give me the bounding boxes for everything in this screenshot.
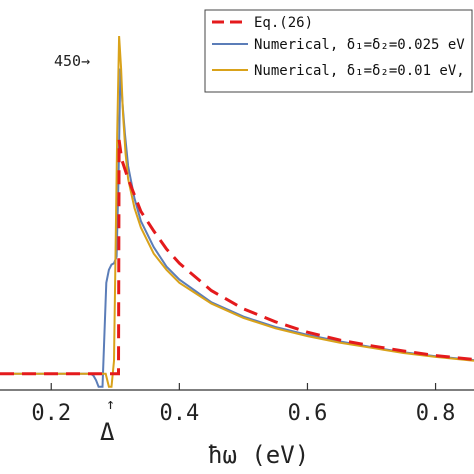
x-tick-label: 0.2 [31,401,71,426]
legend-box [204,9,473,93]
x-axis-title: ħω (eV) [208,441,309,469]
x-ticks: 0.2 0.4 0.6 0.8 [31,383,455,426]
delta-arrow: ↑ [106,395,115,413]
series-layer [0,35,474,388]
legend-label-0: Eq.(26) [254,15,313,31]
x-tick-label: 0.8 [416,401,456,426]
legend: Eq.(26) Numerical, δ₁=δ₂=0.025 eV Numerica… [204,9,473,93]
series-line-2 [0,35,474,388]
legend-label-2: Numerical, δ₁=δ₂=0.01 eV, [254,63,465,79]
x-tick-label: 0.6 [288,401,328,426]
legend-label-1: Numerical, δ₁=δ₂=0.025 eV [254,37,465,53]
series-line-0 [0,139,474,376]
delta-label: Δ [100,418,115,446]
peak-annotation: 450→ [54,52,90,70]
x-tick-label: 0.4 [159,401,199,426]
series-line-1 [0,68,474,388]
